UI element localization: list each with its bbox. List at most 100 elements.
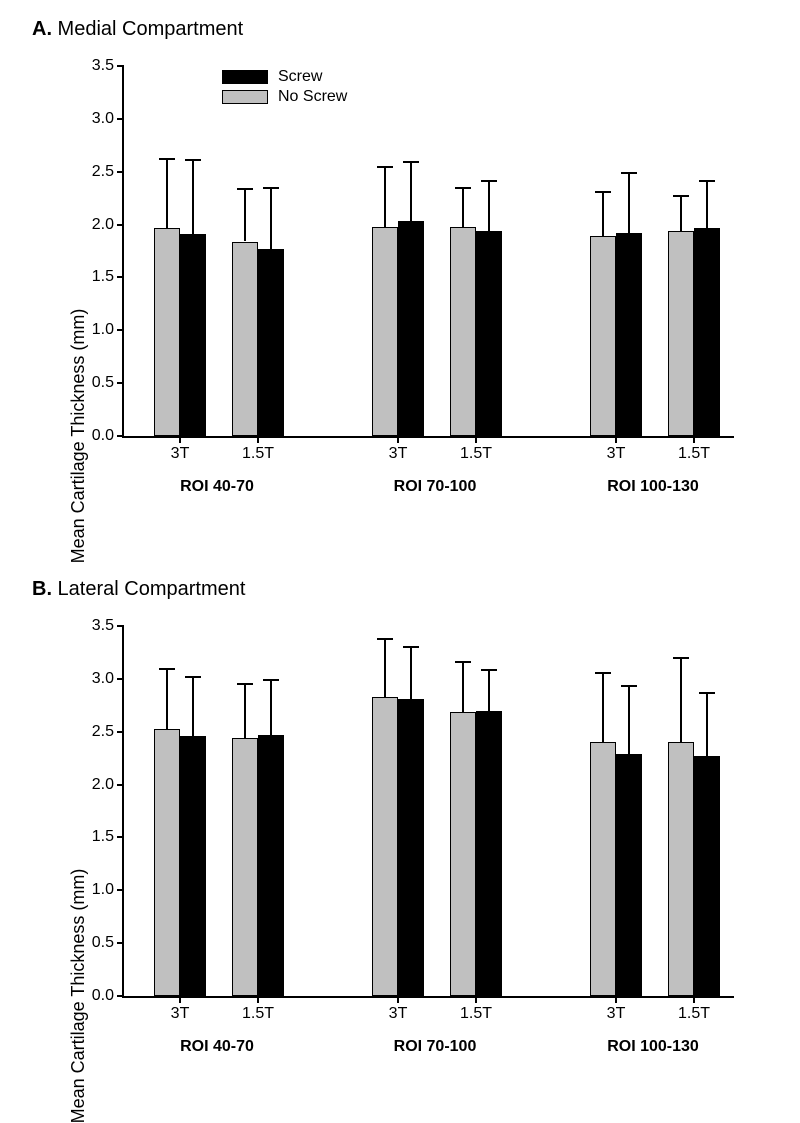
- bar-screw: [180, 234, 206, 436]
- error-bar: [166, 669, 168, 728]
- error-cap: [595, 191, 611, 193]
- x-tick-label: 1.5T: [460, 436, 492, 463]
- x-tick-label: 1.5T: [460, 996, 492, 1023]
- error-cap: [455, 187, 471, 189]
- error-bar: [488, 670, 490, 710]
- y-tick-label: 0.0: [92, 427, 124, 445]
- error-bar: [680, 658, 682, 743]
- bar-screw: [398, 221, 424, 436]
- error-bar: [628, 173, 630, 233]
- bar-screw: [398, 699, 424, 996]
- error-cap: [377, 166, 393, 168]
- chart-B: 0.00.51.01.52.02.53.03.5Mean Cartilage T…: [122, 626, 732, 996]
- error-cap: [403, 161, 419, 163]
- bar-no_screw: [232, 738, 258, 996]
- error-bar: [602, 673, 604, 743]
- x-tick-label: 1.5T: [678, 996, 710, 1023]
- error-bar: [166, 159, 168, 228]
- group-label: ROI 70-100: [394, 478, 477, 496]
- error-bar: [410, 162, 412, 221]
- group-label: ROI 70-100: [394, 1038, 477, 1056]
- error-cap: [455, 661, 471, 663]
- error-cap: [159, 668, 175, 670]
- x-tick-label: 1.5T: [242, 996, 274, 1023]
- error-bar: [462, 662, 464, 712]
- error-bar: [462, 188, 464, 227]
- error-bar: [602, 192, 604, 236]
- error-cap: [263, 679, 279, 681]
- y-tick-label: 2.0: [92, 776, 124, 794]
- error-bar: [192, 677, 194, 736]
- error-bar: [192, 160, 194, 234]
- panel-title-A: A. Medial Compartment: [32, 18, 243, 41]
- bar-no_screw: [372, 697, 398, 996]
- bar-no_screw: [450, 227, 476, 436]
- group-label: ROI 40-70: [180, 1038, 254, 1056]
- y-tick-label: 0.5: [92, 934, 124, 952]
- error-bar: [706, 181, 708, 228]
- error-cap: [621, 685, 637, 687]
- error-cap: [621, 172, 637, 174]
- error-cap: [403, 646, 419, 648]
- plot-area: 0.00.51.01.52.02.53.03.5Mean Cartilage T…: [122, 66, 734, 438]
- y-tick-label: 0.5: [92, 374, 124, 392]
- figure: A. Medial Compartment 0.00.51.01.52.02.53…: [0, 0, 800, 1106]
- group-label: ROI 100-130: [607, 478, 699, 496]
- bar-no_screw: [590, 236, 616, 436]
- y-tick-label: 1.5: [92, 268, 124, 286]
- bar-no_screw: [668, 742, 694, 996]
- bar-screw: [258, 249, 284, 436]
- error-cap: [481, 180, 497, 182]
- y-tick-label: 0.0: [92, 987, 124, 1005]
- error-cap: [185, 159, 201, 161]
- legend-label: No Screw: [278, 88, 347, 106]
- plot-area: 0.00.51.01.52.02.53.03.5Mean Cartilage T…: [122, 626, 734, 998]
- y-tick-label: 3.0: [92, 110, 124, 128]
- legend-swatch: [222, 70, 268, 84]
- y-tick-label: 3.5: [92, 617, 124, 635]
- bar-no_screw: [372, 227, 398, 436]
- legend-label: Screw: [278, 68, 322, 86]
- y-axis-label: Mean Cartilage Thickness (mm): [68, 869, 89, 1123]
- error-cap: [237, 188, 253, 190]
- x-tick-label: 3T: [389, 996, 408, 1023]
- group-label: ROI 40-70: [180, 478, 254, 496]
- error-cap: [673, 657, 689, 659]
- bar-screw: [258, 735, 284, 996]
- error-cap: [673, 195, 689, 197]
- y-axis-label: Mean Cartilage Thickness (mm): [68, 309, 89, 564]
- y-tick-label: 1.0: [92, 881, 124, 899]
- y-tick-label: 2.0: [92, 216, 124, 234]
- bar-screw: [180, 736, 206, 996]
- bar-no_screw: [154, 228, 180, 436]
- error-bar: [244, 684, 246, 738]
- error-bar: [488, 181, 490, 231]
- error-cap: [481, 669, 497, 671]
- bar-no_screw: [450, 712, 476, 996]
- y-tick-label: 3.5: [92, 57, 124, 75]
- legend-item: Screw: [222, 68, 347, 86]
- group-label: ROI 100-130: [607, 1038, 699, 1056]
- x-tick-label: 3T: [171, 996, 190, 1023]
- error-cap: [263, 187, 279, 189]
- bar-no_screw: [590, 742, 616, 996]
- error-cap: [699, 692, 715, 694]
- bar-screw: [694, 228, 720, 436]
- error-bar: [628, 686, 630, 754]
- error-cap: [237, 683, 253, 685]
- x-tick-label: 3T: [171, 436, 190, 463]
- bar-screw: [616, 754, 642, 996]
- error-bar: [270, 680, 272, 735]
- bar-no_screw: [154, 729, 180, 996]
- error-bar: [706, 693, 708, 756]
- x-tick-label: 1.5T: [242, 436, 274, 463]
- legend: Screw No Screw: [222, 68, 347, 108]
- panel-title-B: B. Lateral Compartment: [32, 578, 245, 601]
- bar-screw: [694, 756, 720, 996]
- error-cap: [377, 638, 393, 640]
- error-bar: [384, 639, 386, 697]
- error-bar: [680, 196, 682, 231]
- error-cap: [159, 158, 175, 160]
- x-tick-label: 3T: [389, 436, 408, 463]
- y-tick-label: 1.5: [92, 828, 124, 846]
